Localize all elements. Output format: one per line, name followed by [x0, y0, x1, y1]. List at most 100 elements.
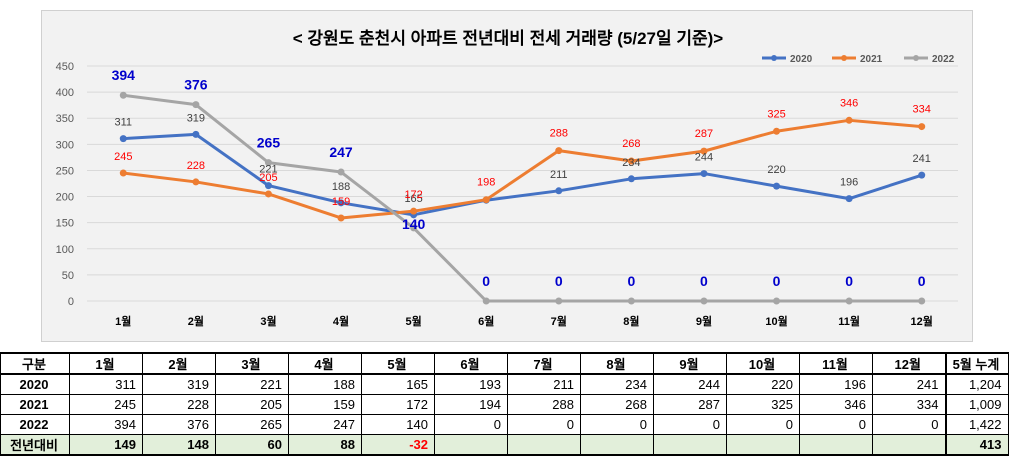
table-cell: 148: [142, 433, 216, 456]
data-label: 325: [767, 108, 785, 120]
y-tick-label: 0: [68, 296, 74, 308]
table-cell: 1,422: [944, 413, 1009, 435]
table-header-cell: 11월: [799, 352, 873, 375]
data-point: [119, 91, 127, 99]
data-point: [482, 196, 490, 204]
y-tick-label: 150: [56, 218, 74, 230]
table-cell: 0: [434, 413, 508, 435]
legend-entry: 2020: [790, 54, 813, 65]
x-tick-label: 2월: [188, 314, 204, 328]
table-header-cell: 10월: [726, 352, 800, 375]
table-cell: 244: [653, 373, 727, 395]
x-tick-label: 7월: [551, 314, 567, 328]
data-label: 0: [918, 273, 926, 289]
x-tick-label: 5월: [406, 314, 422, 328]
data-label: 346: [840, 97, 858, 109]
line-chart: < 강원도 춘천시 아파트 전년대비 전세 거래량 (5/27일 기준)> 450…: [56, 29, 958, 328]
data-point: [700, 297, 708, 305]
data-label: 334: [913, 104, 931, 116]
table-header-cell: 9월: [653, 352, 727, 375]
data-point: [555, 187, 563, 195]
data-label: 165: [404, 193, 422, 205]
data-point: [845, 297, 853, 305]
table-header-cell: 5월 누계: [944, 352, 1009, 375]
data-point: [337, 214, 345, 222]
data-label: 247: [329, 144, 353, 160]
table-header-cell: 1월: [69, 352, 143, 375]
data-label: 0: [773, 273, 781, 289]
table-cell: 188: [288, 373, 362, 395]
table-header-row: 구분 1월 2월 3월 4월 5월 6월 7월 8월 9월 10월 11월 12월 5월 누계: [0, 352, 1009, 375]
row-label-cell: 2022: [0, 413, 70, 435]
data-label: 234: [622, 157, 640, 169]
table-cell: 140: [361, 413, 435, 435]
data-label: 159: [332, 196, 350, 208]
table-cell: 376: [142, 413, 216, 435]
table-cell: 221: [215, 373, 289, 395]
data-label: 0: [482, 273, 490, 289]
table-cell: 165: [361, 373, 435, 395]
series-line-2020: [123, 132, 923, 217]
y-tick-label: 100: [56, 244, 74, 256]
data-point: [555, 297, 563, 305]
table-header-cell: 3월: [215, 352, 289, 375]
data-label: 211: [550, 169, 568, 181]
table-cell: 413: [944, 433, 1009, 456]
y-tick-label: 250: [56, 165, 74, 177]
legend-entry: 2022: [932, 54, 955, 65]
table-cell: 0: [872, 413, 946, 435]
data-label: 188: [332, 181, 350, 193]
table-header-cell: 12월: [872, 352, 946, 375]
data-point: [337, 168, 345, 176]
table-cell: [434, 433, 508, 456]
data-point: [773, 127, 781, 135]
data-label: 287: [695, 128, 713, 140]
table-row: 2022 394 376 265 247 140 0 0 0 0 0 0 0 1,422: [0, 413, 1009, 435]
table-cell: 60: [215, 433, 289, 456]
table-cell: -32: [361, 433, 435, 456]
table-cell: 234: [580, 373, 654, 395]
data-label: 172: [404, 189, 422, 201]
data-point: [773, 182, 781, 190]
y-tick-label: 300: [56, 139, 74, 151]
table-header-cell: 6월: [434, 352, 508, 375]
data-point: [845, 116, 853, 124]
table-cell: [872, 433, 946, 456]
table-cell: 220: [726, 373, 800, 395]
table-cell: 265: [215, 413, 289, 435]
data-point: [264, 190, 272, 198]
table-cell: 0: [799, 413, 873, 435]
series-line-2022: [123, 93, 922, 303]
y-tick-label: 350: [56, 113, 74, 125]
data-point: [555, 147, 563, 155]
table-cell: [580, 433, 654, 456]
table-cell: 334: [872, 393, 946, 415]
data-label: 0: [627, 273, 635, 289]
table-row: 전년대비 149 148 60 88 -32 413: [0, 433, 1009, 456]
data-point: [119, 169, 127, 177]
table-cell: 0: [653, 413, 727, 435]
y-tick-label: 400: [56, 87, 74, 99]
data-point: [918, 297, 926, 305]
data-label: 205: [259, 172, 277, 184]
data-label: 241: [913, 153, 931, 165]
table-cell: 0: [726, 413, 800, 435]
data-label: 376: [184, 77, 208, 93]
data-label: 265: [257, 135, 281, 151]
x-tick-label: 8월: [623, 314, 639, 328]
data-label: 0: [845, 273, 853, 289]
table-cell: [507, 433, 581, 456]
data-label: 198: [477, 177, 495, 189]
chart-title: < 강원도 춘천시 아파트 전년대비 전세 거래량 (5/27일 기준)>: [293, 29, 724, 48]
table-cell: 1,204: [944, 373, 1009, 395]
data-point: [627, 297, 635, 305]
table-cell: 245: [69, 393, 143, 415]
row-label-cell: 2021: [0, 393, 70, 415]
table-header-cell: 5월: [361, 352, 435, 375]
x-tick-label: 9월: [696, 314, 712, 328]
table-cell: 311: [69, 373, 143, 395]
y-tick-label: 450: [56, 61, 74, 73]
table-cell: 394: [69, 413, 143, 435]
table-cell: 0: [507, 413, 581, 435]
data-point: [410, 207, 418, 215]
